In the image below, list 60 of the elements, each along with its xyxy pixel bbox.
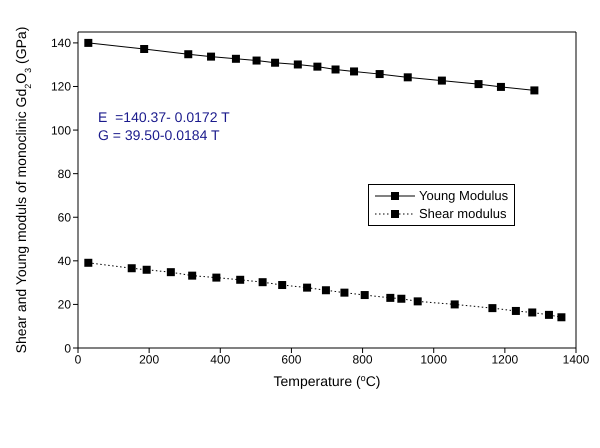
legend-label: Shear modulus bbox=[419, 205, 506, 223]
point bbox=[166, 268, 175, 276]
point bbox=[488, 304, 496, 312]
point bbox=[142, 266, 151, 274]
point bbox=[128, 264, 136, 272]
point bbox=[404, 73, 412, 82]
x-tick-label: 800 bbox=[352, 352, 373, 367]
y-tick-label: 0 bbox=[64, 341, 72, 356]
annotation: E =140.37- 0.0172 T bbox=[98, 108, 230, 126]
point bbox=[544, 310, 553, 319]
x-tick-label: 1200 bbox=[492, 352, 519, 367]
x-tick-label: 1000 bbox=[420, 352, 448, 367]
point bbox=[140, 45, 148, 53]
y-tick-label: 20 bbox=[58, 298, 72, 312]
x-tick-label: 1400 bbox=[562, 352, 590, 367]
point bbox=[332, 65, 340, 74]
point bbox=[350, 67, 358, 76]
y-tick-label: 140 bbox=[50, 36, 72, 50]
point bbox=[212, 274, 220, 282]
point bbox=[313, 62, 322, 71]
point bbox=[528, 308, 536, 316]
point bbox=[294, 60, 302, 68]
point bbox=[232, 54, 240, 63]
point bbox=[496, 82, 505, 91]
y-tick-label: 100 bbox=[50, 123, 72, 138]
x-tick-label: 600 bbox=[281, 352, 302, 367]
y-tick-label: 40 bbox=[58, 254, 72, 268]
y-tick-label: 80 bbox=[58, 166, 72, 181]
point bbox=[376, 70, 384, 78]
x-axis-title: Temperature ($^{o}$C) bbox=[274, 373, 380, 389]
point bbox=[236, 276, 244, 284]
x-tick-label: 200 bbox=[139, 352, 160, 367]
point bbox=[303, 284, 312, 292]
point bbox=[386, 294, 394, 302]
point bbox=[84, 258, 92, 267]
x-tick-label: 400 bbox=[210, 352, 231, 367]
point bbox=[438, 76, 446, 85]
y-tick-label: 60 bbox=[58, 210, 72, 224]
point bbox=[450, 300, 459, 308]
annotation: G = 39.50-0.0184 T bbox=[98, 126, 221, 144]
point bbox=[278, 281, 286, 290]
point bbox=[207, 52, 216, 61]
point bbox=[512, 306, 520, 315]
point bbox=[258, 278, 267, 286]
point bbox=[322, 286, 330, 294]
point bbox=[557, 313, 566, 322]
x-tick-label: 0 bbox=[74, 352, 82, 367]
y-tick-label: 120 bbox=[50, 80, 72, 94]
point bbox=[397, 294, 406, 303]
point bbox=[84, 38, 92, 47]
point bbox=[184, 50, 192, 58]
point bbox=[414, 297, 422, 306]
point bbox=[271, 58, 280, 67]
point bbox=[340, 288, 348, 297]
point bbox=[530, 86, 538, 94]
point bbox=[360, 291, 369, 300]
point bbox=[252, 56, 261, 65]
legend-label: Young Modulus bbox=[419, 187, 508, 205]
point bbox=[474, 80, 483, 88]
point bbox=[188, 272, 196, 280]
